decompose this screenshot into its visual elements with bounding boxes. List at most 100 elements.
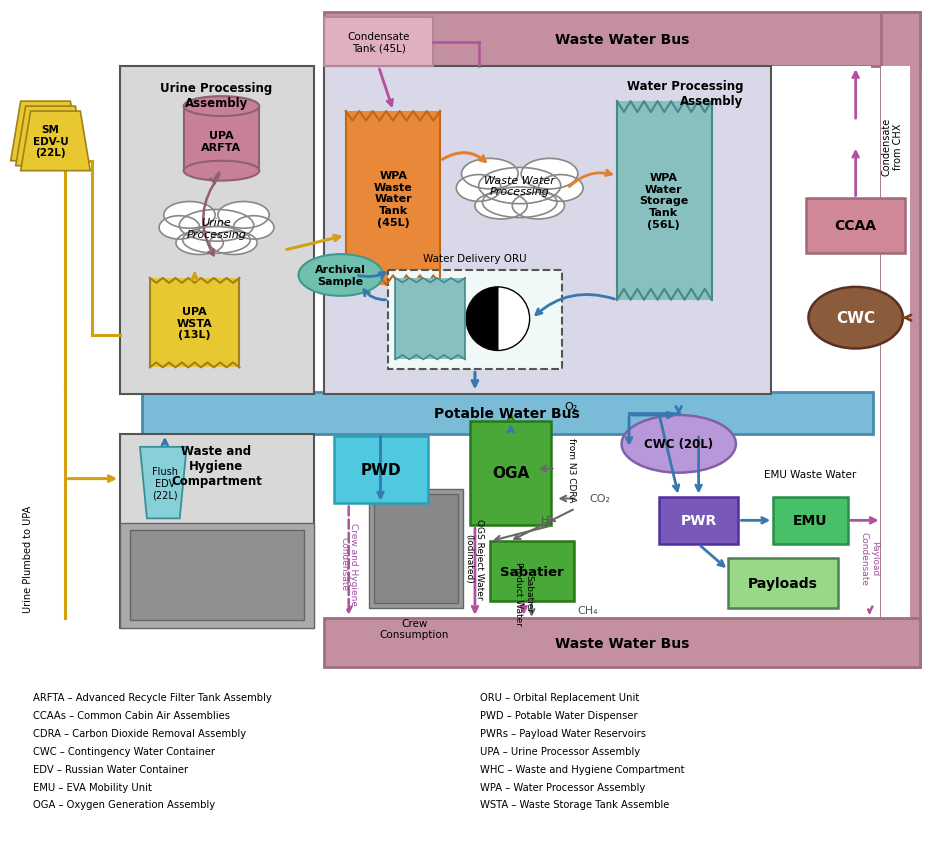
Text: EDV – Russian Water Container: EDV – Russian Water Container bbox=[33, 764, 187, 774]
Ellipse shape bbox=[298, 255, 383, 296]
Bar bbox=[389, 271, 562, 370]
Text: WSTA – Waste Storage Tank Assemble: WSTA – Waste Storage Tank Assemble bbox=[480, 799, 669, 809]
Text: CH₄: CH₄ bbox=[577, 605, 598, 615]
Text: H₂: H₂ bbox=[541, 516, 554, 526]
Text: Water Delivery ORU: Water Delivery ORU bbox=[423, 254, 527, 263]
Text: Urine Processing
Assembly: Urine Processing Assembly bbox=[160, 82, 273, 110]
Ellipse shape bbox=[539, 176, 583, 202]
Bar bbox=[368, 489, 463, 608]
Ellipse shape bbox=[513, 193, 565, 219]
Text: CO₂: CO₂ bbox=[589, 494, 610, 504]
Ellipse shape bbox=[218, 203, 269, 229]
Ellipse shape bbox=[176, 232, 224, 255]
Bar bbox=[490, 542, 574, 601]
Text: PWRs – Payload Water Reservoirs: PWRs – Payload Water Reservoirs bbox=[480, 728, 646, 738]
Text: ARFTA – Advanced Recycle Filter Tank Assembly: ARFTA – Advanced Recycle Filter Tank Ass… bbox=[33, 692, 271, 702]
Bar bbox=[334, 436, 428, 504]
Text: WHC – Waste and Hygiene Compartment: WHC – Waste and Hygiene Compartment bbox=[480, 764, 684, 774]
Text: OGA: OGA bbox=[492, 466, 529, 480]
Text: EMU Waste Water: EMU Waste Water bbox=[764, 469, 857, 479]
Bar bbox=[130, 531, 304, 620]
Text: WPA – Water Processor Assembly: WPA – Water Processor Assembly bbox=[480, 782, 645, 792]
Ellipse shape bbox=[184, 161, 259, 181]
Polygon shape bbox=[11, 102, 80, 161]
Bar bbox=[323, 618, 920, 668]
Text: PWR: PWR bbox=[680, 514, 717, 528]
Bar bbox=[617, 102, 711, 300]
Polygon shape bbox=[140, 447, 186, 519]
Text: Payloads: Payloads bbox=[748, 576, 818, 590]
Bar bbox=[150, 279, 240, 368]
Text: UPA – Urine Processor Assembly: UPA – Urine Processor Assembly bbox=[480, 746, 640, 756]
Text: EMU: EMU bbox=[793, 514, 828, 528]
Text: Sabatier: Sabatier bbox=[500, 565, 564, 578]
Bar bbox=[323, 13, 920, 68]
Text: Crew and Hygiene
Condensate: Crew and Hygiene Condensate bbox=[339, 522, 359, 605]
Text: Waste Water Bus: Waste Water Bus bbox=[555, 636, 690, 650]
Bar bbox=[729, 559, 838, 608]
Ellipse shape bbox=[622, 415, 736, 473]
Text: Sabatier
Product Water: Sabatier Product Water bbox=[514, 561, 533, 625]
Text: CWC – Contingency Water Container: CWC – Contingency Water Container bbox=[33, 746, 214, 756]
Ellipse shape bbox=[475, 193, 528, 219]
Ellipse shape bbox=[210, 232, 257, 255]
Ellipse shape bbox=[483, 187, 557, 219]
Text: OGA – Oxygen Generation Assembly: OGA – Oxygen Generation Assembly bbox=[33, 799, 214, 809]
Wedge shape bbox=[466, 288, 498, 351]
Text: PWD – Potable Water Dispenser: PWD – Potable Water Dispenser bbox=[480, 711, 637, 720]
Bar bbox=[334, 68, 870, 618]
Ellipse shape bbox=[461, 160, 518, 190]
Text: PWD: PWD bbox=[360, 463, 401, 478]
Text: WPA
Waste
Water
Tank
(45L): WPA Waste Water Tank (45L) bbox=[374, 171, 413, 227]
Text: ORU – Orbital Replacement Unit: ORU – Orbital Replacement Unit bbox=[480, 692, 639, 702]
Ellipse shape bbox=[457, 176, 501, 202]
Wedge shape bbox=[498, 288, 529, 351]
Bar bbox=[470, 421, 552, 526]
Bar bbox=[323, 18, 433, 68]
Bar bbox=[142, 392, 872, 435]
Text: Condensate
from CHX: Condensate from CHX bbox=[882, 117, 903, 176]
Text: Waste and
Hygiene
Compartment: Waste and Hygiene Compartment bbox=[171, 444, 262, 487]
Bar bbox=[806, 199, 905, 254]
Bar bbox=[120, 68, 314, 395]
Text: EMU – EVA Mobility Unit: EMU – EVA Mobility Unit bbox=[33, 782, 152, 792]
Bar bbox=[774, 497, 848, 544]
Text: Urine
Processing: Urine Processing bbox=[186, 219, 246, 240]
Text: CCAA: CCAA bbox=[835, 219, 877, 233]
Bar bbox=[323, 68, 771, 395]
Bar bbox=[346, 112, 440, 285]
Text: Potable Water Bus: Potable Water Bus bbox=[434, 407, 580, 420]
Text: CDRA – Carbon Dioxide Removal Assembly: CDRA – Carbon Dioxide Removal Assembly bbox=[33, 728, 246, 738]
Text: Waste Water
Processing: Waste Water Processing bbox=[485, 176, 555, 197]
Text: UPA
ARFTA: UPA ARFTA bbox=[201, 131, 241, 153]
Text: WPA
Water
Storage
Tank
(56L): WPA Water Storage Tank (56L) bbox=[639, 173, 689, 230]
Text: Urine Plumbed to UPA: Urine Plumbed to UPA bbox=[22, 505, 33, 612]
Bar bbox=[395, 279, 465, 360]
Text: SM
EDV-U
(22L): SM EDV-U (22L) bbox=[33, 125, 68, 159]
Text: Archival
Sample: Archival Sample bbox=[315, 265, 366, 286]
Bar bbox=[659, 497, 738, 544]
Text: CWC (20L): CWC (20L) bbox=[644, 438, 713, 451]
Ellipse shape bbox=[184, 97, 259, 116]
Bar bbox=[184, 107, 259, 171]
Text: from N3 CDRA: from N3 CDRA bbox=[568, 437, 576, 501]
Text: OGS Reject Water
(Iodinated): OGS Reject Water (Iodinated) bbox=[464, 518, 484, 598]
Polygon shape bbox=[21, 112, 90, 171]
Text: Condensate
Tank (45L): Condensate Tank (45L) bbox=[348, 32, 410, 53]
Bar bbox=[881, 13, 920, 668]
Ellipse shape bbox=[179, 210, 254, 242]
Ellipse shape bbox=[159, 216, 199, 240]
Bar bbox=[120, 524, 314, 628]
Ellipse shape bbox=[164, 203, 215, 229]
Text: CWC: CWC bbox=[836, 311, 875, 326]
Text: Water Processing
Assembly: Water Processing Assembly bbox=[627, 80, 744, 108]
Bar bbox=[120, 435, 314, 628]
Ellipse shape bbox=[521, 160, 578, 190]
Ellipse shape bbox=[479, 168, 561, 204]
Polygon shape bbox=[16, 107, 86, 166]
Text: O₂: O₂ bbox=[565, 402, 578, 412]
Bar bbox=[374, 494, 458, 603]
Ellipse shape bbox=[808, 288, 903, 349]
Text: Payload
Condensate: Payload Condensate bbox=[860, 532, 879, 586]
Bar bbox=[881, 68, 911, 618]
